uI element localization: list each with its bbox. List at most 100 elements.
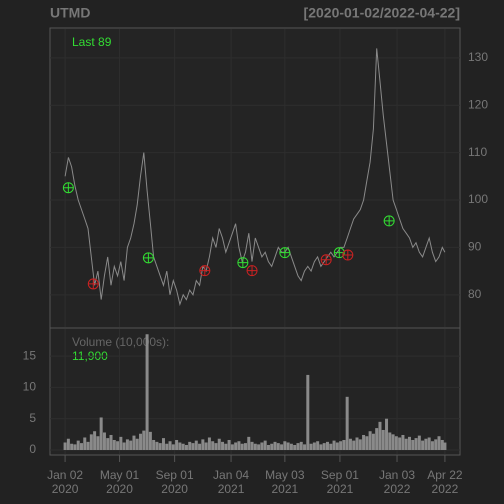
volume-bar (296, 443, 300, 450)
volume-bar (89, 434, 93, 450)
volume-bar (345, 396, 349, 450)
volume-bar (129, 440, 133, 450)
volume-bar (391, 434, 395, 450)
volume-bar (322, 443, 326, 450)
volume-bar (214, 443, 218, 450)
volume-bar (319, 444, 323, 450)
volume-bar (116, 441, 120, 450)
volume-bar (404, 438, 408, 450)
volume-bar (260, 442, 264, 450)
volume-bar (70, 443, 74, 450)
volume-bar (381, 429, 385, 450)
volume-bar (237, 441, 241, 450)
x-tick-label: Sep 01 2021 (321, 468, 359, 496)
volume-bar (342, 439, 346, 450)
volume-bar (175, 439, 179, 450)
volume-bar (280, 444, 284, 450)
volume-bar (158, 443, 162, 450)
volume-bar (188, 441, 192, 450)
volume-bar (378, 421, 382, 450)
volume-bar (385, 418, 389, 450)
volume-bar (155, 441, 159, 450)
volume-bar (168, 441, 172, 450)
volume-bar (286, 442, 290, 450)
volume-bar (109, 434, 113, 450)
y-tick-label: 100 (468, 192, 488, 206)
volume-bar (112, 439, 116, 450)
volume-bar (230, 444, 234, 450)
buy-cross (334, 247, 345, 258)
volume-bar (135, 438, 139, 450)
volume-bar (352, 440, 356, 450)
volume-bar (332, 440, 336, 450)
buy-cross (384, 215, 395, 226)
volume-bar (63, 442, 67, 450)
volume-bar (368, 431, 372, 450)
x-tick-label: May 01 2020 (100, 468, 140, 496)
x-tick-label: Jan 02 2020 (47, 468, 83, 496)
volume-bar (99, 417, 103, 450)
y-tick-label: 90 (468, 240, 482, 254)
volume-bar (224, 443, 228, 450)
volume-bar (375, 428, 379, 450)
volume-bar (316, 441, 320, 450)
volume-bar (299, 441, 303, 450)
volume-bar (312, 442, 316, 450)
volume-bar (247, 436, 251, 450)
volume-bar (335, 442, 339, 450)
volume-bar (401, 434, 405, 450)
volume-bar (417, 435, 421, 450)
volume-bar (306, 374, 310, 450)
volume-bar (184, 444, 188, 450)
volume-bar (194, 440, 198, 450)
volume-bar (289, 443, 293, 450)
volume-bar (227, 439, 231, 450)
date-range: [2020-01-02/2022-04-22] (304, 5, 460, 21)
y-tick-label: 130 (468, 50, 488, 64)
volume-bar (79, 443, 83, 450)
volume-bar (119, 436, 123, 450)
y-tick-label: 110 (468, 145, 487, 159)
volume-bar (142, 430, 146, 450)
volume-bar (76, 440, 80, 450)
volume-bar (365, 436, 369, 450)
buy-cross (237, 257, 248, 268)
volume-bar (427, 437, 431, 450)
volume-bar (270, 443, 274, 450)
chart-title: UTMD (50, 5, 90, 21)
volume-bar (181, 443, 185, 450)
buy-cross (279, 247, 290, 258)
volume-bar (440, 439, 444, 450)
volume-bar (394, 436, 398, 450)
buy-cross (143, 252, 154, 263)
volume-bar (191, 443, 195, 450)
volume-bar (165, 443, 169, 450)
sell-cross (342, 250, 353, 261)
volume-bar (388, 432, 392, 450)
volume-bar (421, 440, 425, 450)
volume-bar (178, 442, 182, 450)
sell-cross (321, 254, 332, 265)
volume-bar (355, 437, 359, 450)
volume-bar (198, 443, 202, 450)
volume-bar (348, 438, 352, 450)
x-tick-label: Jan 03 2022 (379, 468, 415, 496)
volume-bar (329, 443, 333, 450)
volume-bar (125, 439, 129, 450)
volume-bar (309, 443, 313, 450)
volume-bar (152, 439, 156, 450)
volume-bar (276, 443, 280, 450)
volume-bar (201, 439, 205, 450)
last-price: Last 89 (72, 35, 112, 49)
y-tick-label: 120 (468, 97, 488, 111)
volume-bar (122, 442, 126, 450)
volume-bar (102, 432, 106, 450)
x-tick-label: Apr 22 2022 (427, 468, 463, 496)
y-tick-label: 0 (29, 442, 36, 456)
volume-bar (217, 438, 221, 450)
volume-bar (257, 444, 261, 450)
y-tick-label: 10 (23, 380, 37, 394)
volume-bar (171, 444, 175, 450)
volume-bar (411, 439, 415, 450)
volume-bar (234, 442, 238, 450)
